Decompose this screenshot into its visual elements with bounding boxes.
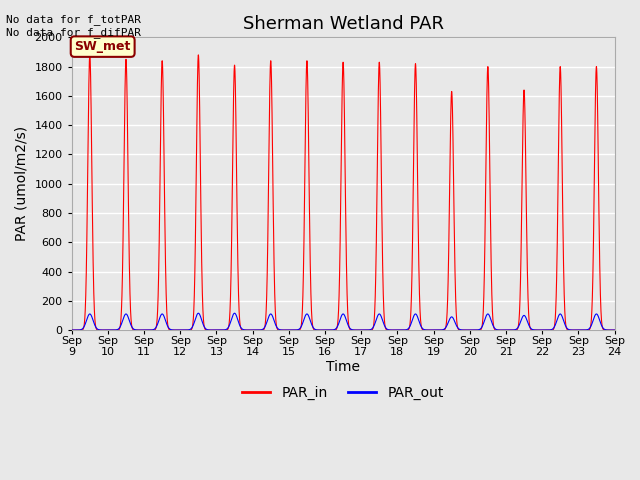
- Title: Sherman Wetland PAR: Sherman Wetland PAR: [243, 15, 444, 33]
- Text: SW_met: SW_met: [74, 40, 131, 53]
- Legend: PAR_in, PAR_out: PAR_in, PAR_out: [237, 380, 449, 405]
- Text: No data for f_totPAR
No data for f_difPAR: No data for f_totPAR No data for f_difPA…: [6, 14, 141, 38]
- X-axis label: Time: Time: [326, 360, 360, 374]
- Y-axis label: PAR (umol/m2/s): PAR (umol/m2/s): [15, 126, 29, 241]
